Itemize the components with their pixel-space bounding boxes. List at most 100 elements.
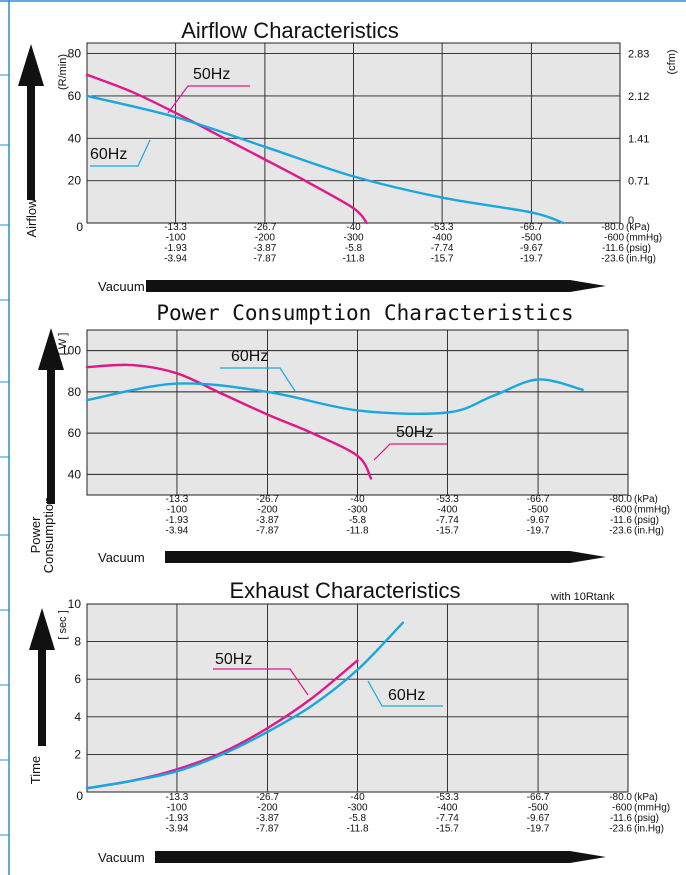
airflow-series <box>85 73 565 225</box>
y-tick-label: 0 <box>76 789 83 803</box>
y-tick-label: 40 <box>68 467 82 481</box>
x-tick-label: -7.87 <box>253 254 276 265</box>
power-grid <box>87 330 628 495</box>
y2-tick-label: 2.12 <box>628 91 649 103</box>
x-tick-label: -600 <box>604 233 624 244</box>
x-tick-label: -9.67 <box>520 243 543 254</box>
power-chart-title: Power Consumption Characteristics <box>156 301 573 325</box>
exhaust-grid <box>87 604 628 792</box>
x-tick-label: -100 <box>167 803 187 814</box>
x-tick-label: -9.67 <box>527 813 550 824</box>
x-tick-label: -40 <box>350 792 365 803</box>
x-tick-label: -300 <box>347 505 367 516</box>
exhaust-x-tick-rows: -13.3 -26.7 -40 -53.3 -66.7 -80.0 (kPa) -100 -20… <box>166 792 671 835</box>
y-tick-label: 80 <box>68 47 82 61</box>
y-tick-label: 60 <box>68 426 82 440</box>
x-unit-label: (in.Hg) <box>634 526 664 537</box>
airflow-y-ticks: 0 20 40 60 80 <box>68 47 84 234</box>
x-unit-label: (psig) <box>634 813 659 824</box>
airflow-y2-unit: (cfm) <box>666 49 678 74</box>
power-y-unit: [ W ] <box>57 333 69 356</box>
x-tick-label: -11.8 <box>346 824 368 835</box>
x-tick-label: -1.93 <box>166 813 189 824</box>
x-tick-label: -23.6 <box>609 824 632 835</box>
y-tick-label: 80 <box>68 385 82 399</box>
x-tick-label: -100 <box>167 505 187 516</box>
airflow-x-tick-rows: -13.3 -26.7 -40 -53.3 -66.7 -80.0 (kPa) -100 -20… <box>164 222 662 265</box>
airflow-50hz-label: 50Hz <box>193 66 230 83</box>
x-tick-label: -11.6 <box>602 243 624 254</box>
airflow-vacuum-arrow <box>146 280 606 292</box>
airflow-y2-ticks: 0 0.71 1.41 2.12 2.83 <box>628 49 649 227</box>
x-tick-label: -200 <box>258 803 278 814</box>
airflow-y-label: Airflow <box>24 198 39 238</box>
x-tick-label: -40 <box>350 494 365 505</box>
x-tick-label: -15.7 <box>431 254 454 265</box>
power-50hz-label: 50Hz <box>396 424 433 441</box>
x-tick-label: -5.8 <box>345 243 363 254</box>
x-tick-label: -80.0 <box>609 792 632 803</box>
label-leaders <box>90 85 447 707</box>
airflow-y-unit: (R/min) <box>57 54 69 90</box>
exhaust-y-ticks: 0 2 4 6 8 10 <box>68 597 84 803</box>
x-tick-label: -3.94 <box>164 254 187 265</box>
x-tick-label: -600 <box>612 803 632 814</box>
x-unit-label: (kPa) <box>634 792 658 803</box>
exhaust-y-unit: [ sec ] <box>57 610 69 639</box>
x-unit-label: (mmHg) <box>634 505 670 516</box>
x-tick-label: -5.8 <box>349 515 367 526</box>
y-tick-label: 4 <box>74 710 81 724</box>
x-tick-label: -3.94 <box>166 824 189 835</box>
x-tick-label: -7.87 <box>256 824 279 835</box>
exhaust-series <box>85 621 404 790</box>
power-vacuum-arrow <box>165 551 606 563</box>
airflow-y-arrow <box>18 44 44 200</box>
x-tick-label: -9.67 <box>527 515 550 526</box>
x-tick-label: -66.7 <box>520 222 543 233</box>
x-tick-label: -1.93 <box>164 243 187 254</box>
x-tick-label: -200 <box>255 233 275 244</box>
x-tick-label: -53.3 <box>431 222 454 233</box>
x-tick-label: -15.7 <box>436 526 459 537</box>
x-tick-label: -7.74 <box>436 515 459 526</box>
exhaust-chart-subtitle: with 10Rtank <box>550 591 615 603</box>
x-tick-label: -300 <box>347 803 367 814</box>
x-tick-label: -13.3 <box>164 222 187 233</box>
x-tick-label: -7.74 <box>436 813 459 824</box>
x-unit-label: (mmHg) <box>634 803 670 814</box>
x-unit-label: (psig) <box>634 515 659 526</box>
power-x-label: Vacuum <box>98 550 145 565</box>
airflow-x-label: Vacuum <box>98 279 145 294</box>
x-tick-label: -80.0 <box>609 494 632 505</box>
y2-tick-label: 1.41 <box>628 133 649 145</box>
x-tick-label: -80.0 <box>601 222 624 233</box>
airflow-60hz-label: 60Hz <box>90 146 127 163</box>
x-tick-label: -26.7 <box>256 494 279 505</box>
power-y-label-2: Consumption <box>41 497 56 574</box>
y-tick-label: 6 <box>74 672 81 686</box>
x-tick-label: -500 <box>528 505 548 516</box>
x-tick-label: -26.7 <box>253 222 276 233</box>
x-tick-label: -11.6 <box>610 515 632 526</box>
x-tick-label: -13.3 <box>166 792 189 803</box>
y2-tick-label: 2.83 <box>628 49 649 61</box>
x-unit-label: (in.Hg) <box>626 254 656 265</box>
x-unit-label: (mmHg) <box>626 233 662 244</box>
power-y-ticks: 40 60 80 100 <box>61 344 81 482</box>
x-tick-label: -500 <box>528 803 548 814</box>
power-chart: Power Consumption Characteristics 40 60 80… <box>28 301 670 573</box>
y2-tick-label: 0.71 <box>628 176 649 188</box>
airflow-chart: Airflow Characteristics 0 20 40 60 80 0 0.71 1… <box>18 18 678 294</box>
x-tick-label: -7.74 <box>431 243 454 254</box>
power-y-arrow <box>38 328 64 504</box>
x-tick-label: -400 <box>437 505 457 516</box>
x-tick-label: -11.8 <box>342 254 364 265</box>
x-unit-label: (in.Hg) <box>634 824 664 835</box>
y-tick-label: 8 <box>74 635 81 649</box>
y-tick-label: 20 <box>68 174 82 188</box>
x-tick-label: -23.6 <box>601 254 624 265</box>
x-tick-label: -40 <box>346 222 361 233</box>
power-60hz-label: 60Hz <box>231 348 268 365</box>
